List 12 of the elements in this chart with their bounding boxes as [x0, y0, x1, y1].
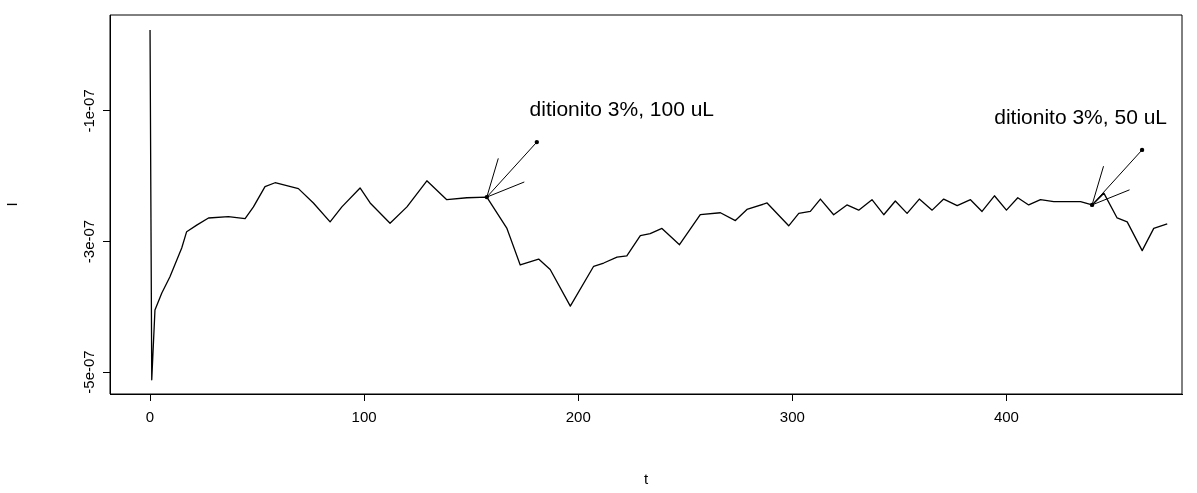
x-tick-label: 200 — [565, 408, 591, 426]
y-tick-label: -5e-07 — [79, 350, 97, 394]
x-tick-label: 400 — [993, 408, 1019, 426]
y-tick-label: -3e-07 — [79, 219, 97, 264]
y-axis-title: I — [3, 202, 21, 207]
annotation: ditionito 3%, 100 uL — [529, 97, 715, 121]
x-tick-label: 100 — [351, 408, 377, 426]
x-tick-label: 300 — [779, 408, 805, 426]
y-tick-label: -1e-07 — [79, 89, 97, 133]
x-tick-label: 0 — [145, 408, 155, 426]
x-axis-title: t — [643, 470, 649, 488]
annotation: ditionito 3%, 50 uL — [994, 104, 1167, 128]
